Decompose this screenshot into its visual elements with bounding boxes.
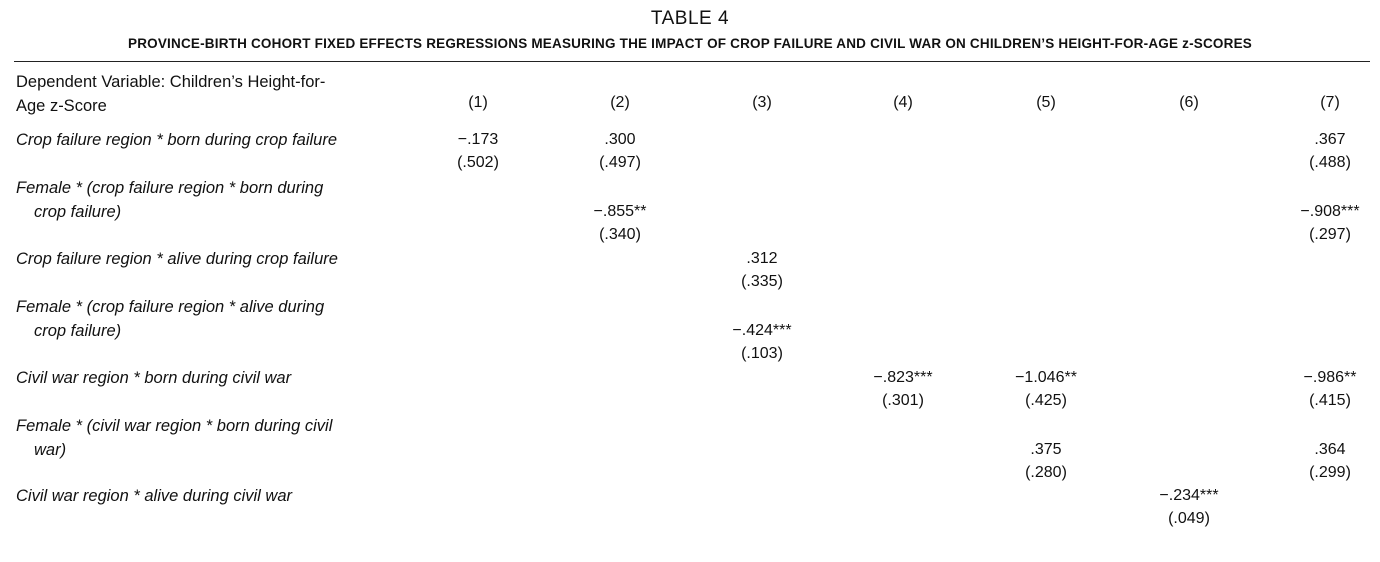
coefficient: −.173 bbox=[457, 131, 499, 148]
standard-error: (.488) bbox=[1309, 154, 1351, 171]
table-cell: −.424*** (.103) bbox=[702, 319, 822, 365]
standard-error: (.103) bbox=[741, 345, 783, 362]
row-label-line2: crop failure) bbox=[34, 203, 122, 221]
row-label-line1: Female * (civil war region * born during… bbox=[16, 417, 333, 435]
standard-error: (.415) bbox=[1309, 392, 1351, 409]
coefficient: −.986** bbox=[1303, 369, 1357, 386]
coefficient: .364 bbox=[1314, 441, 1346, 458]
table-cell: .312 (.335) bbox=[702, 247, 822, 293]
coefficient: .300 bbox=[604, 131, 636, 148]
column-header: (6) bbox=[1179, 94, 1199, 111]
standard-error: (.297) bbox=[1309, 226, 1351, 243]
row-label-line1: Civil war region * born during civil war bbox=[16, 369, 292, 387]
row-label: Female * (crop failure region * alive du… bbox=[16, 295, 324, 343]
row-label-line2: war) bbox=[34, 441, 67, 459]
table-cell: −.986** (.415) bbox=[1270, 366, 1380, 412]
standard-error: (.280) bbox=[1025, 464, 1067, 481]
table-cell: −.823*** (.301) bbox=[843, 366, 963, 412]
row-label-line1: Female * (crop failure region * alive du… bbox=[16, 298, 325, 316]
coefficient: .367 bbox=[1314, 131, 1346, 148]
column-header: (3) bbox=[752, 94, 772, 111]
coefficient: −.823*** bbox=[873, 369, 933, 386]
table-cell: .300 (.497) bbox=[560, 128, 680, 174]
table-cell: .364 (.299) bbox=[1270, 438, 1380, 484]
coefficient: −.908*** bbox=[1300, 203, 1360, 220]
column-header: (5) bbox=[1036, 94, 1056, 111]
table-title: TABLE 4 bbox=[650, 8, 730, 29]
row-label: Female * (crop failure region * born dur… bbox=[16, 176, 323, 224]
table-cell: −.173 (.502) bbox=[418, 128, 538, 174]
standard-error: (.049) bbox=[1168, 510, 1210, 527]
row-label-line1: Female * (crop failure region * born dur… bbox=[16, 179, 324, 197]
row-label-line2: crop failure) bbox=[34, 322, 122, 340]
column-header: (2) bbox=[610, 94, 630, 111]
column-header: (4) bbox=[893, 94, 913, 111]
coefficient: −.855** bbox=[593, 203, 647, 220]
table-cell: −.908*** (.297) bbox=[1270, 200, 1380, 246]
row-label: Crop failure region * alive during crop … bbox=[16, 247, 338, 271]
standard-error: (.335) bbox=[741, 273, 783, 290]
column-header: (7) bbox=[1320, 94, 1340, 111]
column-header: (1) bbox=[468, 94, 488, 111]
standard-error: (.425) bbox=[1025, 392, 1067, 409]
table-cell: .375 (.280) bbox=[986, 438, 1106, 484]
dependent-variable-label: Dependent Variable: Children’s Height-fo… bbox=[16, 70, 325, 118]
row-label: Civil war region * alive during civil wa… bbox=[16, 484, 292, 508]
row-label: Civil war region * born during civil war bbox=[16, 366, 291, 390]
row-label-line1: Crop failure region * alive during crop … bbox=[16, 250, 338, 268]
coefficient: −1.046** bbox=[1015, 369, 1077, 386]
coefficient: .312 bbox=[746, 250, 778, 267]
row-label-line1: Crop failure region * born during crop f… bbox=[16, 131, 338, 149]
table-cell: −.855** (.340) bbox=[560, 200, 680, 246]
row-label-line1: Civil war region * alive during civil wa… bbox=[16, 487, 293, 505]
coefficient: −.234*** bbox=[1159, 487, 1219, 504]
table-subtitle: PROVINCE-BIRTH COHORT FIXED EFFECTS REGR… bbox=[127, 36, 1252, 51]
dependent-variable-line2: Age z-Score bbox=[16, 97, 107, 115]
coefficient: −.424*** bbox=[732, 322, 792, 339]
coefficient: .375 bbox=[1030, 441, 1062, 458]
row-label: Female * (civil war region * born during… bbox=[16, 414, 332, 462]
table-cell: −.234*** (.049) bbox=[1129, 484, 1249, 530]
dependent-variable-line1: Dependent Variable: Children’s Height-fo… bbox=[16, 73, 326, 91]
standard-error: (.340) bbox=[599, 226, 641, 243]
table-cell: .367 (.488) bbox=[1270, 128, 1380, 174]
standard-error: (.299) bbox=[1309, 464, 1351, 481]
standard-error: (.497) bbox=[599, 154, 641, 171]
header-rule bbox=[14, 61, 1370, 62]
row-label: Crop failure region * born during crop f… bbox=[16, 128, 337, 152]
standard-error: (.301) bbox=[882, 392, 924, 409]
table-cell: −1.046** (.425) bbox=[986, 366, 1106, 412]
standard-error: (.502) bbox=[457, 154, 499, 171]
